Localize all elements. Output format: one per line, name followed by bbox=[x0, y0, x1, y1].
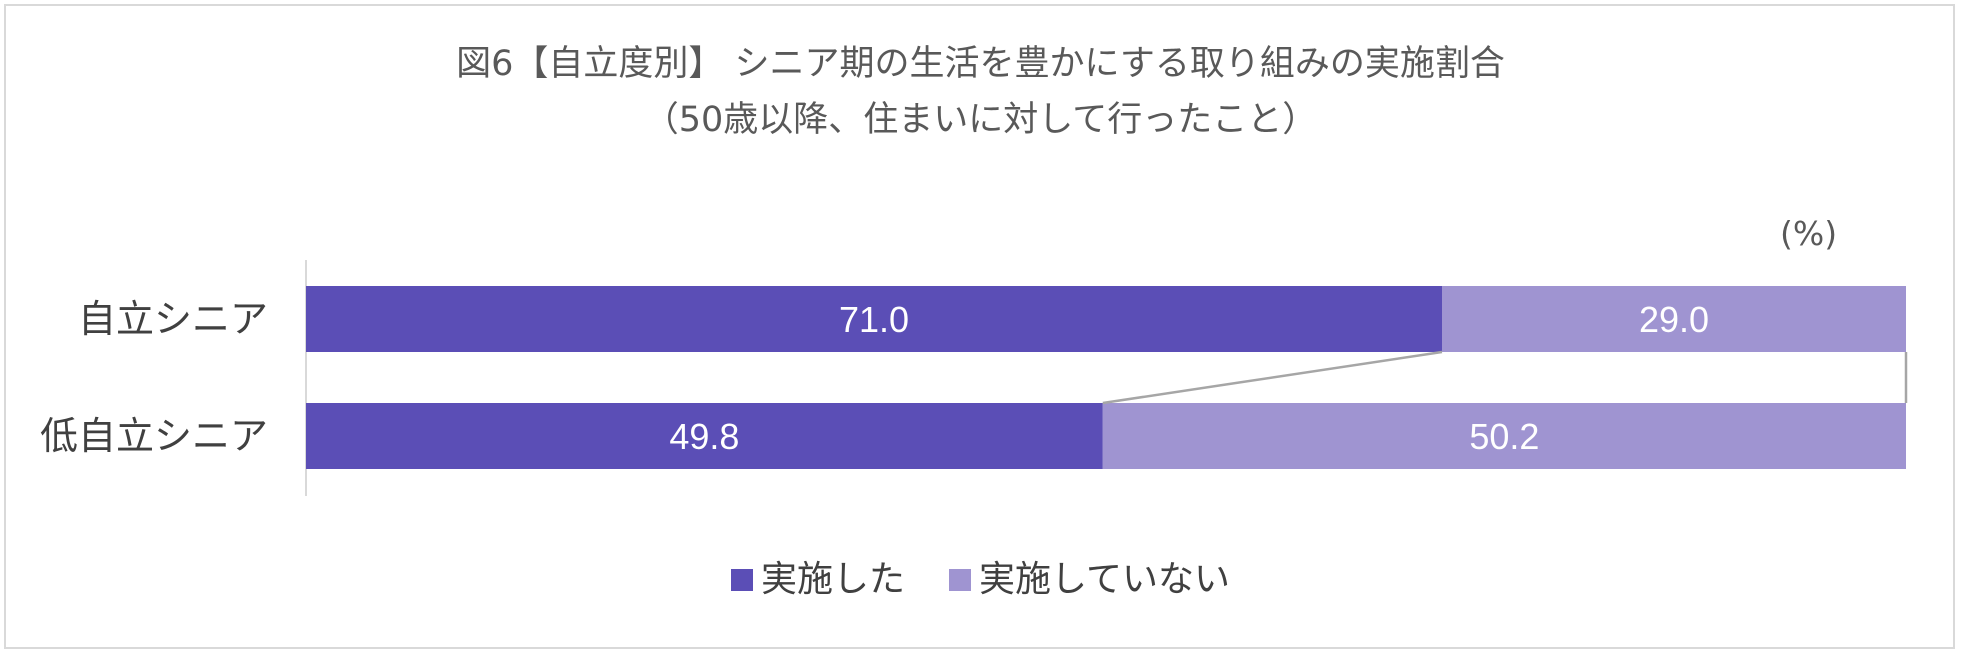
bar-0-0 bbox=[306, 286, 1442, 352]
chart-title-line-1: 図6【自立度別】 シニア期の生活を豊かにする取り組みの実施割合 bbox=[456, 44, 1505, 84]
category-label-tei-jiritsu: 低自立シニア bbox=[39, 414, 268, 458]
legend-swatch-implemented bbox=[731, 569, 754, 591]
chart-title-line-2: （50歳以降、住まいに対して行ったこと） bbox=[643, 100, 1318, 140]
data-label-1-1: 50.2 bbox=[1469, 416, 1539, 457]
legend-swatch-not-implemented bbox=[949, 569, 972, 591]
data-label-0-0: 71.0 bbox=[839, 299, 909, 340]
legend-label-not-implemented: 実施していない bbox=[979, 559, 1230, 600]
legend-label-implemented: 実施した bbox=[761, 559, 906, 600]
series-line-0 bbox=[1102, 350, 1443, 405]
bar-1-0 bbox=[306, 403, 1103, 469]
legend-item-not-implemented: 実施していない bbox=[949, 556, 1230, 604]
data-label-0-1: 29.0 bbox=[1639, 299, 1709, 340]
data-label-1-0: 49.8 bbox=[669, 416, 739, 457]
legend: 実施した 実施していない bbox=[0, 556, 1961, 604]
unit-label: (%) bbox=[1780, 214, 1838, 253]
legend-item-implemented: 実施した bbox=[731, 556, 905, 604]
bar-1-1 bbox=[1102, 403, 1906, 469]
category-label-jiritsu: 自立シニア bbox=[77, 297, 268, 341]
bar-0-1 bbox=[1442, 286, 1906, 352]
